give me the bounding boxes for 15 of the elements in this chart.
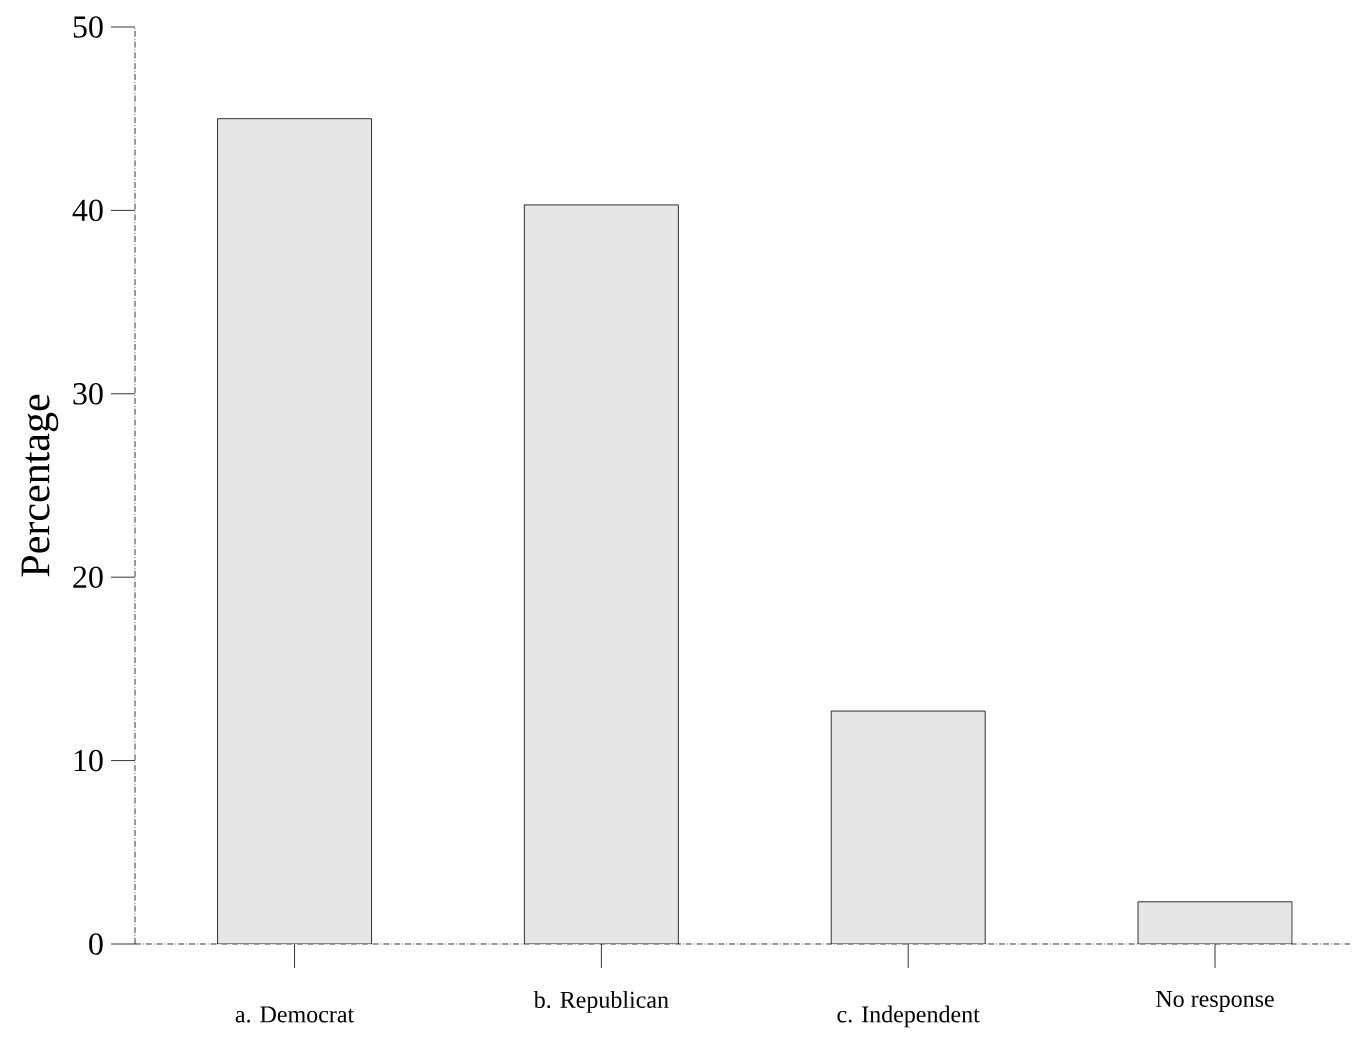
bar [523,204,679,944]
x-tick-label: b. Republican [533,991,669,1013]
x-tick-label: a. Democrat [235,1006,355,1023]
y-axis-title: Percentage [21,394,59,577]
y-tick-label: 20 [73,566,103,588]
y-tick-label: 10 [74,749,103,772]
bar [217,118,372,944]
y-tick-label: 0 [89,933,103,955]
y-tick-label: 40 [72,199,103,222]
y-tick-label: 50 [73,16,103,38]
y-tick-label: 30 [73,383,103,405]
x-tick-label: c. Independent [837,1005,980,1028]
bar [830,710,986,944]
bar [1137,901,1293,944]
x-tick-label: No response [1156,991,1274,1012]
